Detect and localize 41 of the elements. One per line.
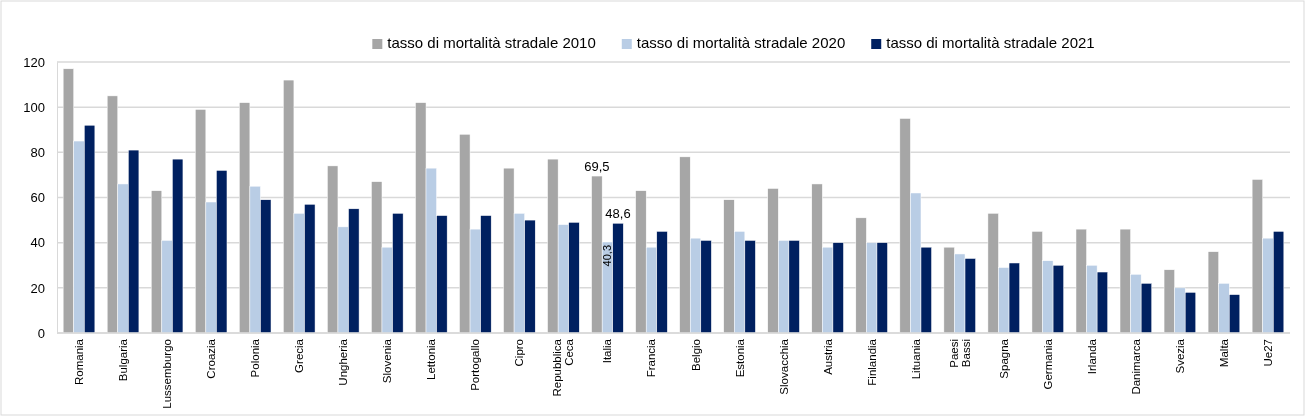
x-tick-label: Danimarca xyxy=(1129,338,1142,395)
x-tick-label: Portogallo xyxy=(469,339,482,391)
x-tick-label: Bulgaria xyxy=(117,338,130,382)
x-tick-label: Romania xyxy=(73,338,86,386)
y-tick-label: 80 xyxy=(30,144,45,160)
x-tick-label: Repubblica Ceca xyxy=(551,338,576,397)
x-tick-label: Ue27 xyxy=(1261,339,1274,367)
x-tick-label: Malta xyxy=(1217,338,1230,368)
x-tick-label: Grecia xyxy=(293,338,306,373)
x-tick-label: Slovacchia xyxy=(777,338,790,395)
x-tick-label: Slovenia xyxy=(381,338,394,384)
x-tick-label: Svezia xyxy=(1173,338,1186,374)
x-tick-label: Lituania xyxy=(909,338,922,380)
y-tick-label: 20 xyxy=(30,280,45,296)
y-tick-label: 100 xyxy=(23,99,45,115)
y-tick-label: 60 xyxy=(30,190,45,206)
x-tick-label: Francia xyxy=(645,338,658,378)
x-tick-label: Austria xyxy=(821,338,834,375)
data-label: 69,5 xyxy=(584,159,610,175)
x-tick-label: Estonia xyxy=(733,338,746,378)
x-tick-label: Ungheria xyxy=(337,338,350,386)
x-tick-label: Polonia xyxy=(249,338,262,378)
legend-label: tasso di mortalità stradale 2021 xyxy=(886,34,1095,51)
x-tick-label: Italia xyxy=(601,338,614,364)
data-label: 48,6 xyxy=(605,206,631,222)
x-tick-label: Irlanda xyxy=(1085,338,1098,375)
y-tick-label: 40 xyxy=(30,235,45,251)
x-tick-label: Finlandia xyxy=(865,338,878,386)
y-tick-label: 120 xyxy=(23,54,45,70)
x-tick-label: Spagna xyxy=(997,338,1010,379)
x-tick-label: Belgio xyxy=(689,339,702,371)
x-tick-label: Paesi Bassi xyxy=(947,339,972,368)
x-tick-label: Germania xyxy=(1041,338,1054,390)
data-label: 40,3 xyxy=(601,244,614,267)
x-tick-label: Lussemburgo xyxy=(161,339,174,409)
legend-label: tasso di mortalità stradale 2010 xyxy=(387,34,596,51)
x-tick-label: Croazia xyxy=(205,338,218,379)
y-tick-label: 0 xyxy=(37,325,45,341)
x-tick-label: Cipro xyxy=(513,339,526,367)
legend-label: tasso di mortalità stradale 2020 xyxy=(636,34,846,51)
x-tick-label: Lettonia xyxy=(425,338,438,380)
